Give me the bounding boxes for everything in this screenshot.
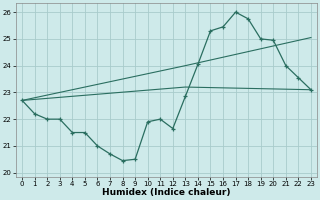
X-axis label: Humidex (Indice chaleur): Humidex (Indice chaleur) [102, 188, 231, 197]
